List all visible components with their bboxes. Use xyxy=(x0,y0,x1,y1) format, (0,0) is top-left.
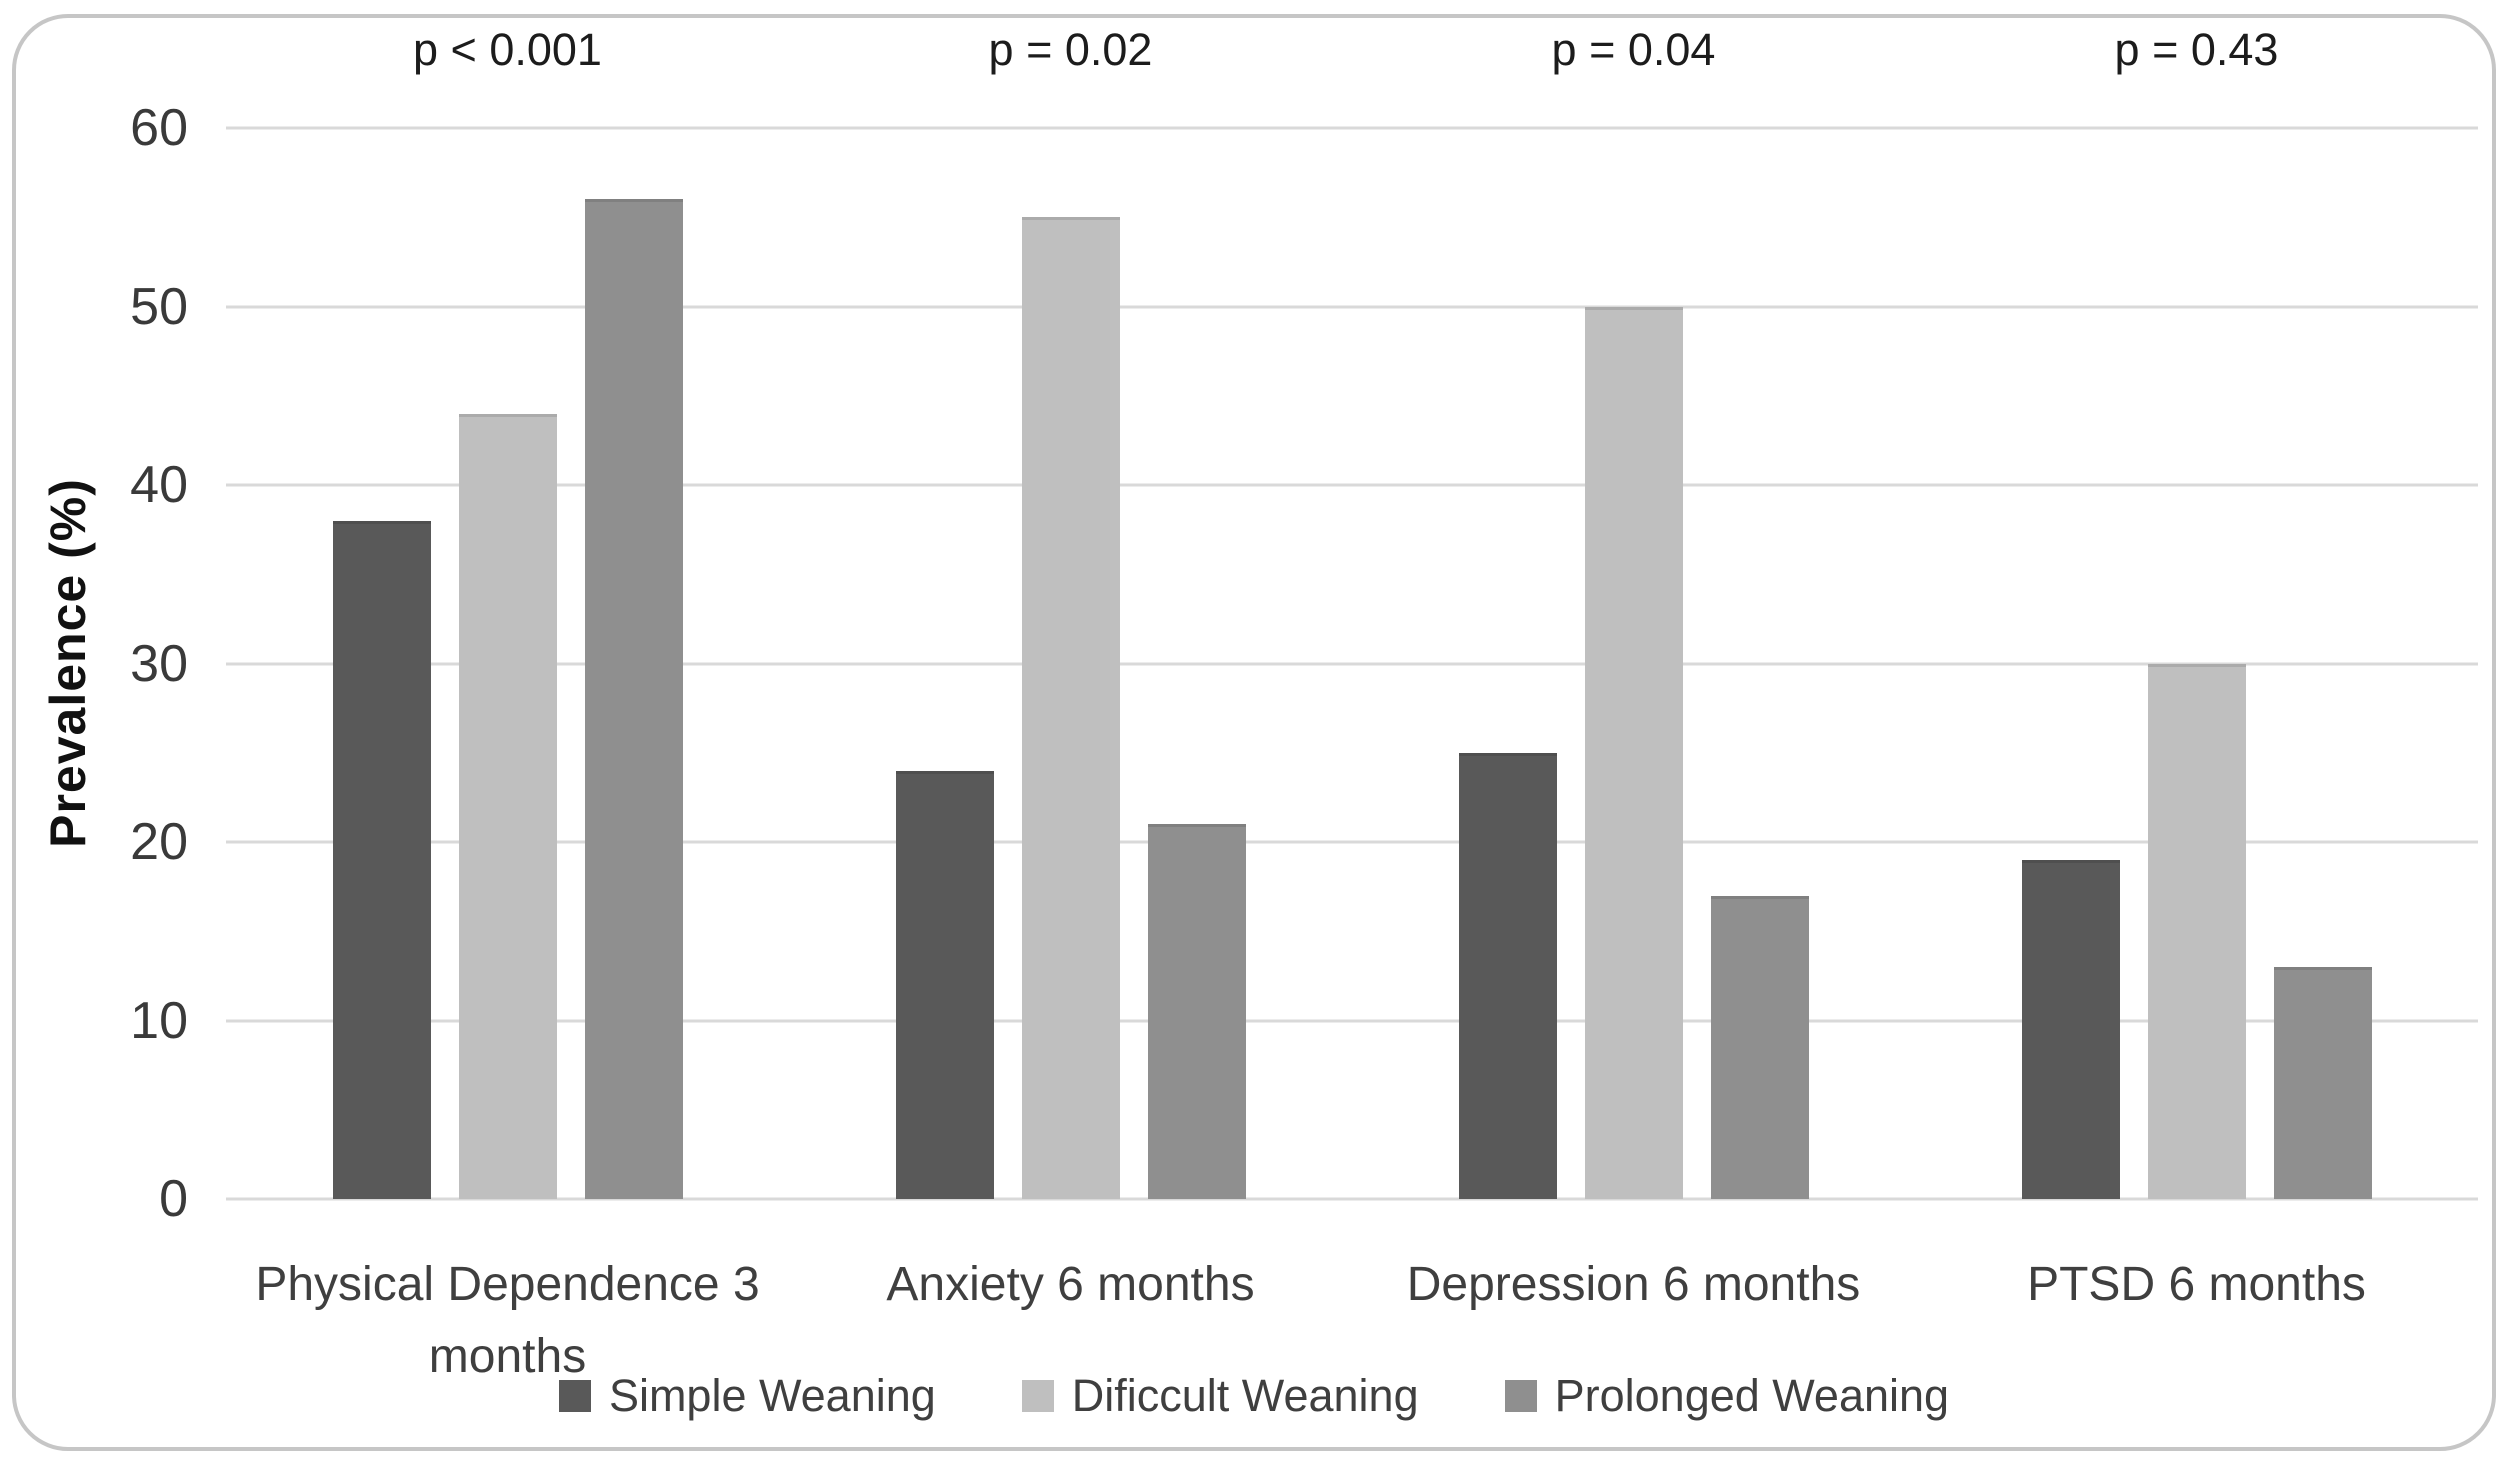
legend-label: Prolonged Weaning xyxy=(1554,1370,1950,1421)
category-group-4: p = 0.43 PTSD 6 months xyxy=(1915,24,2478,1311)
legend: Simple Weaning Dificcult Weaning Prolonged… xyxy=(16,1360,2492,1432)
legend-item: Prolonged Weaning xyxy=(1504,1370,1950,1422)
gridline xyxy=(226,483,2478,487)
gridline xyxy=(226,662,2478,665)
bar-dificcult-weaning xyxy=(1021,217,1120,1199)
y-tick-label: 0 xyxy=(159,1170,188,1228)
x-category-label: Depression 6 months xyxy=(1406,1258,1861,1311)
bar-prolonged-weaning xyxy=(584,199,683,1199)
y-tick-label: 50 xyxy=(130,277,188,336)
category-group-2: p = 0.02 Anxiety 6 months xyxy=(789,24,1352,1311)
legend-label: Dificcult Weaning xyxy=(1071,1370,1419,1421)
bar-simple-weaning xyxy=(2021,859,2120,1199)
chart-card: Prevalence (%) 0 10 20 30 40 50 60 p < 0.001 Phy… xyxy=(12,14,2496,1451)
bar-prolonged-weaning xyxy=(1147,824,1246,1199)
legend-swatch-icon xyxy=(558,1380,591,1412)
category-group-3: p = 0.04 Depression 6 months xyxy=(1352,24,1915,1311)
legend-swatch-icon xyxy=(1021,1380,1054,1412)
x-category-label: Anxiety 6 months xyxy=(886,1258,1255,1311)
bar-dificcult-weaning xyxy=(458,413,557,1199)
bar-prolonged-weaning xyxy=(1710,895,1809,1199)
x-category-label: Physical Dependence 3 months xyxy=(255,1258,760,1383)
gridline xyxy=(226,1197,2478,1201)
y-tick-label: 30 xyxy=(130,634,188,693)
bar-prolonged-weaning xyxy=(2273,966,2372,1199)
legend-swatch-icon xyxy=(1504,1380,1537,1412)
y-tick-label: 10 xyxy=(130,991,188,1050)
bar-simple-weaning xyxy=(895,770,994,1199)
p-value-label: p = 0.04 xyxy=(1551,24,1716,75)
gridline xyxy=(226,126,2478,130)
gridline xyxy=(226,840,2478,844)
gridline xyxy=(226,1019,2478,1022)
x-category-label: PTSD 6 months xyxy=(2027,1258,2366,1311)
y-tick-label: 60 xyxy=(130,99,188,157)
gridline xyxy=(226,305,2478,308)
p-value-label: p = 0.02 xyxy=(988,24,1153,75)
plot-area: 0 10 20 30 40 50 60 p < 0.001 Physical Dependenc… xyxy=(130,24,2478,1383)
bar-simple-weaning xyxy=(332,520,431,1199)
y-tick-label: 20 xyxy=(130,813,188,871)
bar-dificcult-weaning xyxy=(1584,306,1683,1199)
legend-item: Simple Weaning xyxy=(558,1370,936,1422)
bar-simple-weaning xyxy=(1458,752,1557,1199)
p-value-label: p = 0.43 xyxy=(2114,24,2279,75)
legend-label: Simple Weaning xyxy=(608,1370,936,1421)
bar-groups: p < 0.001 Physical Dependence 3 months p =… xyxy=(226,24,2478,1383)
y-tick-label: 40 xyxy=(130,456,188,514)
p-value-label: p < 0.001 xyxy=(413,24,602,75)
bar-dificcult-weaning xyxy=(2147,663,2246,1199)
legend-item: Dificcult Weaning xyxy=(1021,1370,1419,1422)
category-group-1: p < 0.001 Physical Dependence 3 months xyxy=(226,24,789,1383)
